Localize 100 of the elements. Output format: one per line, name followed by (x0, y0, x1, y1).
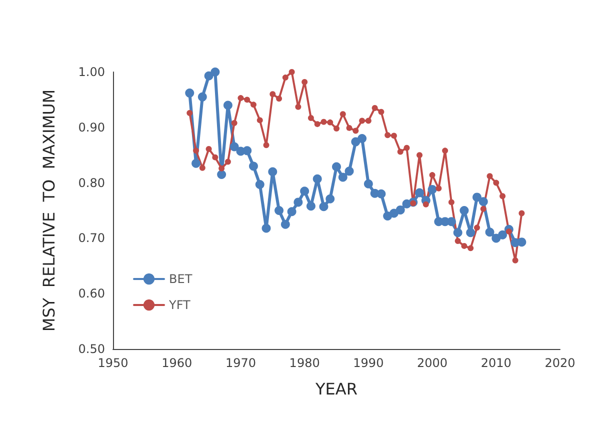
point (308, 114, 314, 121)
legend-label: YFT (168, 298, 192, 312)
point (506, 228, 512, 235)
point (300, 186, 310, 196)
point (332, 162, 341, 172)
point (372, 105, 378, 112)
point (255, 180, 264, 189)
point (384, 132, 391, 138)
point (410, 200, 416, 206)
point (359, 118, 366, 124)
point (352, 128, 359, 134)
point (365, 118, 372, 124)
point (454, 238, 461, 244)
y-tick-label: 0.80 (78, 176, 105, 190)
point (429, 172, 436, 178)
point (442, 148, 448, 154)
point (480, 206, 486, 212)
point (498, 230, 508, 240)
point (396, 205, 405, 214)
point (358, 134, 367, 143)
point (436, 185, 442, 192)
point (185, 88, 194, 98)
point (294, 198, 303, 207)
point (306, 202, 316, 211)
point (338, 172, 348, 182)
point (485, 228, 494, 237)
point (295, 104, 302, 110)
point (224, 158, 231, 165)
point (192, 158, 201, 168)
x-tick-label: 2010 (480, 356, 512, 370)
point (248, 162, 258, 171)
point (390, 132, 397, 139)
y-tick-label: 0.50 (78, 342, 105, 356)
point (326, 194, 335, 204)
point (466, 228, 476, 238)
point (242, 146, 252, 156)
point (212, 154, 218, 160)
point (302, 78, 308, 85)
point (230, 142, 239, 152)
point (193, 148, 200, 154)
x-tick-label: 1960 (162, 356, 192, 370)
y-axis-title: MSY RELATIVE TO MAXIMUM (40, 89, 58, 332)
x-tick-label: 2000 (417, 356, 448, 370)
point (256, 117, 263, 124)
point (468, 245, 474, 252)
point (274, 206, 284, 215)
point (448, 199, 454, 206)
y-tick-label: 0.70 (78, 231, 105, 246)
point (270, 91, 276, 98)
point (472, 192, 482, 202)
point (478, 197, 488, 206)
point (217, 170, 226, 179)
point (263, 142, 270, 148)
point (238, 95, 244, 102)
point (268, 167, 278, 176)
point (280, 220, 290, 229)
x-tick-label: 1980 (289, 356, 320, 370)
y-tick-label: 0.90 (78, 120, 105, 134)
point (486, 173, 493, 180)
point (493, 180, 500, 186)
point (320, 118, 327, 125)
point (206, 146, 212, 152)
point (460, 206, 469, 215)
point (461, 242, 468, 249)
point (198, 92, 207, 102)
point (397, 148, 404, 155)
point (334, 126, 340, 132)
legend-label: BET (169, 272, 193, 286)
point (346, 124, 352, 131)
point (199, 164, 206, 171)
y-tick-label: 1.00 (78, 65, 105, 79)
point (376, 189, 386, 198)
point (282, 74, 288, 81)
point (416, 152, 423, 158)
point (231, 120, 238, 126)
point (428, 184, 437, 194)
point (340, 111, 346, 118)
point (204, 71, 214, 80)
point (288, 69, 295, 75)
point (517, 238, 526, 247)
point (518, 210, 525, 216)
point (404, 144, 410, 151)
point (415, 188, 424, 198)
point (218, 165, 225, 172)
point (474, 224, 480, 231)
point (453, 228, 462, 238)
x-axis-title: YEAR (314, 380, 358, 398)
point (512, 257, 518, 264)
point (422, 201, 429, 208)
y-tick-label: 0.60 (78, 286, 105, 301)
x-tick-label: 1950 (98, 356, 128, 370)
point (262, 224, 271, 233)
point (244, 96, 250, 103)
point (276, 96, 282, 102)
point (364, 179, 373, 188)
point (319, 202, 328, 212)
x-tick-label: 2020 (544, 356, 576, 370)
x-tick-label: 1970 (225, 356, 256, 370)
x-tick-label: 1990 (353, 356, 384, 370)
point (210, 68, 220, 76)
